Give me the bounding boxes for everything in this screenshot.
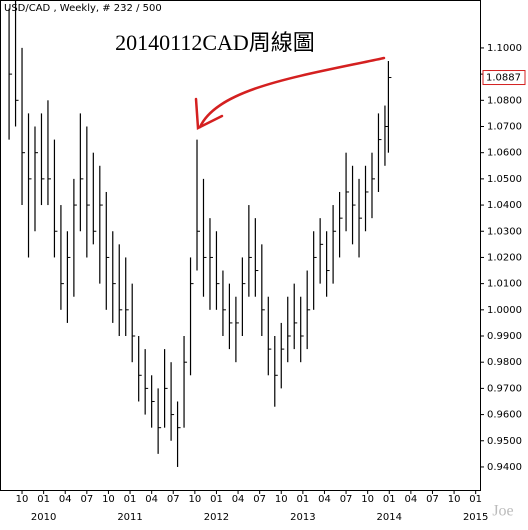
x-tick-label: 01 — [383, 494, 396, 505]
y-tick-label: 0.9500 — [487, 436, 522, 447]
x-tick-label: 07 — [253, 494, 266, 505]
x-tick-label: 01 — [469, 494, 482, 505]
year-label: 2011 — [117, 512, 142, 523]
y-tick-label: 1.0800 — [487, 95, 522, 106]
y-tick-label: 1.0100 — [487, 279, 522, 290]
year-label: 2015 — [463, 512, 488, 523]
chart-header: USD/CAD , Weekly, # 232 / 500 — [4, 3, 162, 14]
y-tick-label: 1.0600 — [487, 148, 522, 159]
chart-title: 20140112CAD周線圖 — [115, 30, 315, 55]
y-tick-label: 0.9400 — [487, 462, 522, 473]
x-tick-label: 07 — [167, 494, 180, 505]
last-price-box — [482, 70, 526, 86]
x-tick-label: 01 — [210, 494, 223, 505]
x-tick-label: 01 — [37, 494, 50, 505]
year-label: 2012 — [204, 512, 229, 523]
y-tick-label: 0.9800 — [487, 357, 522, 368]
plot-frame — [0, 0, 481, 491]
x-tick-label: 07 — [80, 494, 93, 505]
y-tick-label: 1.0300 — [487, 226, 522, 237]
y-tick-label: 1.0500 — [487, 174, 522, 185]
x-tick-label: 07 — [340, 494, 353, 505]
y-tick-label: 1.0400 — [487, 200, 522, 211]
watermark: Joe — [492, 503, 513, 520]
x-tick-label: 10 — [188, 494, 201, 505]
x-tick-label: 10 — [448, 494, 461, 505]
year-label: 2010 — [31, 512, 56, 523]
x-tick-label: 01 — [124, 494, 137, 505]
y-tick-label: 1.1000 — [487, 43, 522, 54]
y-tick-label: 0.9600 — [487, 410, 522, 421]
arrow-annotation — [194, 56, 386, 130]
y-tick-label: 1.0000 — [487, 305, 522, 316]
last-price-label: 1.0887 — [486, 73, 521, 84]
y-tick-label: 0.9900 — [487, 331, 522, 342]
x-tick-label: 10 — [16, 494, 29, 505]
x-tick-label: 04 — [145, 494, 158, 505]
y-tick-label: 1.0200 — [487, 252, 522, 263]
x-tick-label: 04 — [59, 494, 72, 505]
x-tick-label: 04 — [232, 494, 245, 505]
x-tick-label: 04 — [318, 494, 331, 505]
year-label: 2013 — [290, 512, 315, 523]
x-tick-label: 10 — [361, 494, 374, 505]
x-tick-label: 07 — [426, 494, 439, 505]
x-tick-label: 10 — [102, 494, 115, 505]
year-label: 2014 — [377, 512, 402, 523]
x-tick-label: 10 — [275, 494, 288, 505]
y-tick-label: 1.0700 — [487, 121, 522, 132]
x-tick-label: 01 — [296, 494, 309, 505]
arrow-curve — [198, 56, 386, 129]
x-tick-label: 04 — [405, 494, 418, 505]
arrow-head — [194, 97, 224, 130]
y-tick-label: 0.9700 — [487, 383, 522, 394]
